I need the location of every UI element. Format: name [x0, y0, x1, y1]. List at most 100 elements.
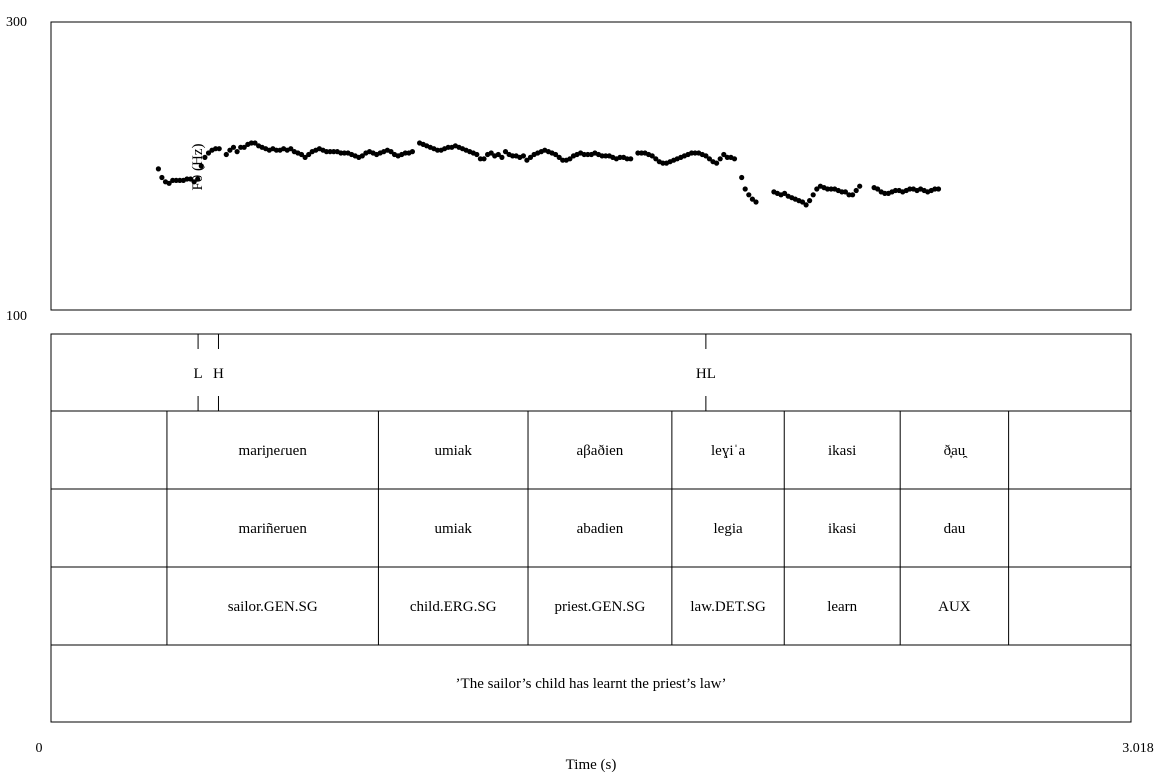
pitch-point — [323, 149, 330, 155]
pitch-point — [434, 147, 441, 153]
pitch-point — [166, 180, 172, 186]
pitch-point — [184, 176, 190, 182]
word-label: law.DET.SG — [690, 599, 766, 615]
pitch-point — [331, 149, 337, 155]
pitch-point — [524, 157, 530, 163]
pitch-point — [882, 190, 888, 196]
pitch-point — [907, 186, 913, 192]
pitch-point — [359, 153, 365, 159]
pitch-point — [624, 156, 630, 162]
pitch-point — [188, 176, 194, 182]
pitch-point — [599, 153, 605, 159]
pitch-point — [617, 154, 623, 160]
pitch-point — [216, 146, 222, 152]
pitch-point — [803, 202, 809, 208]
pitch-point — [714, 160, 720, 166]
pitch-point — [198, 163, 204, 169]
word-label: child.ERG.SG — [410, 599, 497, 615]
pitch-point — [603, 153, 609, 159]
word-label: sailor.GEN.SG — [228, 599, 318, 615]
word-label: umiak — [434, 521, 472, 537]
word-label: umiak — [434, 443, 472, 459]
pitch-point — [509, 153, 516, 159]
pitch-point — [241, 144, 247, 150]
pitch-point — [195, 176, 201, 182]
pitch-point — [753, 199, 759, 205]
tone-label: H — [213, 366, 224, 382]
pitch-point — [807, 198, 813, 204]
pitch-point — [481, 156, 487, 162]
pitch-point — [814, 186, 820, 192]
pitch-point — [202, 154, 208, 160]
pitch-point — [556, 154, 562, 160]
word-label: legia — [714, 521, 743, 537]
pitch-point — [560, 157, 566, 163]
pitch-point — [842, 189, 849, 195]
word-label: leɣiˈa — [711, 443, 745, 459]
pitch-point — [227, 147, 233, 153]
pitch-point — [495, 151, 501, 158]
pitch-point — [824, 186, 831, 192]
tone-tier: L H HL — [193, 334, 716, 411]
pitch-point — [581, 151, 587, 158]
pitch-point — [724, 154, 730, 160]
pitch-point — [892, 187, 899, 194]
word-label: learn — [827, 599, 857, 615]
word-label: ð̞au̯ — [944, 443, 969, 459]
pitch-point — [474, 151, 480, 158]
pitch-point — [230, 144, 237, 150]
pitch-point — [706, 156, 713, 162]
pitch-point — [810, 192, 816, 198]
pitch-point — [191, 179, 197, 185]
word-label: ikasi — [828, 443, 856, 459]
pitch-point — [223, 151, 229, 158]
y-axis-label: F0 (Hz) — [190, 143, 206, 190]
pitch-point — [248, 140, 254, 146]
pitch-point — [402, 150, 408, 156]
pitch-point — [875, 186, 881, 192]
pitch-point — [234, 149, 240, 155]
pitch-point — [731, 156, 738, 162]
pitch-point — [213, 146, 219, 152]
pitch-point — [327, 149, 333, 155]
pitch-point — [721, 151, 727, 158]
pitch-point — [567, 156, 573, 162]
pitch-point — [477, 156, 483, 162]
pitch-point — [857, 183, 863, 189]
word-label: AUX — [938, 599, 971, 615]
word-label: mariñeruen — [239, 521, 308, 537]
pitch-point — [850, 192, 856, 198]
pitch-point — [782, 190, 788, 196]
pitch-point — [173, 177, 179, 183]
translation: ’The sailor’s child has learnt the pries… — [456, 676, 727, 692]
pitch-point — [742, 186, 748, 192]
pitch-point — [853, 187, 859, 194]
pitch-point — [553, 151, 559, 158]
pitch-point — [653, 156, 659, 162]
pitch-point — [692, 150, 698, 156]
pitch-point — [703, 153, 709, 159]
pitch-point — [177, 177, 183, 183]
pitch-panel — [50, 21, 1132, 311]
word-label: abadien — [577, 521, 624, 537]
word-label: priest.GEN.SG — [554, 599, 645, 615]
pitch-point — [527, 154, 534, 160]
pitch-point — [205, 150, 212, 156]
tone-label: HL — [696, 366, 716, 382]
pitch-point — [746, 192, 752, 198]
pitch-point — [717, 156, 723, 162]
pitch-point — [846, 192, 852, 198]
pitch-point — [445, 144, 451, 150]
word-label: mariɲeɾuen — [239, 443, 308, 459]
annotation-panel — [50, 333, 1132, 723]
pitch-point — [502, 149, 509, 155]
x-axis-label: Time (s) — [566, 757, 617, 773]
x-min-label: 0 — [36, 741, 43, 756]
pitch-point — [488, 150, 494, 156]
pitch-point — [932, 186, 938, 192]
pitch-point — [159, 174, 165, 181]
pitch-point — [649, 153, 655, 159]
word-label: ikasi — [828, 521, 856, 537]
pitch-point — [739, 174, 745, 181]
pitch-point — [273, 147, 279, 153]
